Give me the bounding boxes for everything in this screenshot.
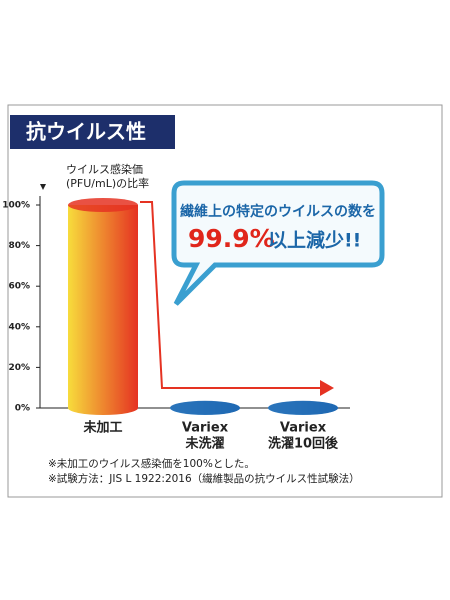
- callout-highlight: 99.9%: [188, 224, 275, 253]
- cylinder: [68, 198, 138, 415]
- cylinder-body: [68, 205, 138, 408]
- y-tick-label: 40%: [8, 322, 30, 332]
- cylinder-top: [268, 400, 338, 415]
- y-tick-label: 80%: [8, 241, 30, 251]
- cylinder: [170, 400, 240, 415]
- x-tick-label: Variex: [182, 421, 229, 436]
- y-tick-label: 20%: [8, 363, 30, 373]
- title-banner: [10, 115, 175, 149]
- cylinder: [268, 400, 338, 415]
- y-tick-label: 0%: [15, 404, 30, 414]
- callout-text: 繊維上の特定のウイルスの数を: [180, 203, 376, 220]
- cylinder-top: [68, 198, 138, 212]
- axis-arrow: [40, 184, 46, 190]
- y-tick-label: 100%: [2, 201, 30, 211]
- x-tick-label: 洗濯10回後: [268, 436, 339, 452]
- callout-emphasis: 以上減少!!: [268, 229, 361, 252]
- trend-arrow-head: [320, 380, 334, 396]
- cylinder-top: [170, 400, 240, 415]
- y-tick-label: 60%: [8, 282, 30, 292]
- x-tick-label: Variex: [280, 421, 327, 436]
- callout-bubble: [171, 180, 385, 306]
- y-axis-label: (PFU/mL)の比率: [66, 176, 149, 190]
- x-tick-label: 未加工: [82, 420, 122, 436]
- x-tick-label: 未洗濯: [184, 436, 224, 452]
- note: ※未加工のウイルス感染価を100%とした。: [48, 457, 255, 470]
- trend-arrow: [140, 201, 322, 389]
- note: ※試験方法：JIS L 1922:2016（繊維製品の抗ウイルス性試験法）: [48, 472, 360, 485]
- y-axis-label: ウイルス感染価: [66, 162, 143, 176]
- chart-title: 抗ウイルス性: [26, 120, 146, 144]
